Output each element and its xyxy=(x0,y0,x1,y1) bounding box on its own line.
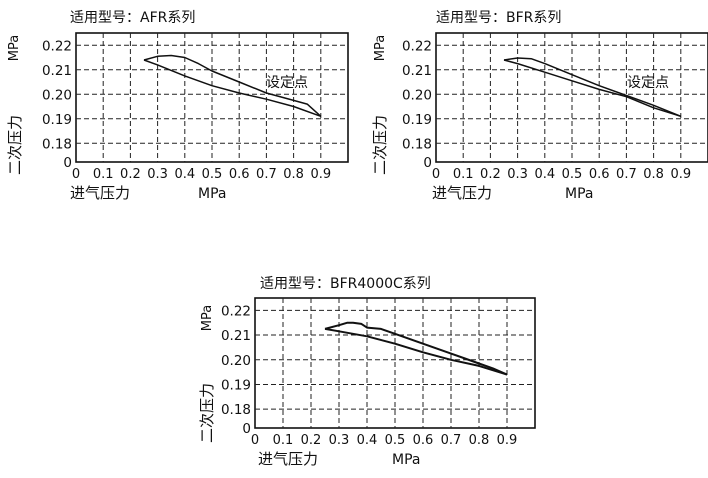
y-tick-label: 0 xyxy=(242,421,251,437)
y-axis-label: 二次压力 xyxy=(198,383,216,443)
y-tick-label: 0.22 xyxy=(42,38,72,54)
setpoint-annotation: 设定点 xyxy=(627,75,669,91)
x-tick-label: 0.5 xyxy=(385,433,406,448)
y-tick-label: 0.18 xyxy=(221,402,251,418)
y-tick-label: 0.22 xyxy=(221,303,251,319)
x-tick-label: 0.1 xyxy=(273,433,294,448)
y-tick-label: 0 xyxy=(423,155,432,171)
x-tick-label: 0.2 xyxy=(301,433,322,448)
chart-title: 适用型号：BFR系列 xyxy=(436,10,561,26)
x-tick-label: 0.7 xyxy=(441,433,462,448)
x-tick-label: 0.7 xyxy=(616,167,637,182)
curve-falling xyxy=(324,327,508,376)
x-tick-label: 0 xyxy=(432,167,440,182)
y-tick-label: 0.18 xyxy=(42,136,72,152)
x-tick-label: 0 xyxy=(72,167,80,182)
x-tick-label: 0.2 xyxy=(120,167,141,182)
x-tick-label: 0.6 xyxy=(229,167,250,182)
x-tick-label: 0.6 xyxy=(413,433,434,448)
y-tick-label: 0.20 xyxy=(221,353,251,369)
x-axis-label: 进气压力 xyxy=(432,184,492,202)
y-axis-unit: MPa xyxy=(200,305,215,331)
x-tick-label: 0.1 xyxy=(453,167,474,182)
x-axis-label: 进气压力 xyxy=(70,184,130,202)
x-tick-label: 0.4 xyxy=(357,433,378,448)
y-tick-label: 0.21 xyxy=(221,328,251,344)
x-tick-label: 0.4 xyxy=(534,167,555,182)
x-tick-label: 0.3 xyxy=(329,433,350,448)
x-tick-label: 0 xyxy=(251,433,259,448)
curve-rising xyxy=(143,54,322,117)
x-tick-label: 0.5 xyxy=(562,167,583,182)
chart-title: 适用型号：BFR4000C系列 xyxy=(260,276,431,292)
x-tick-label: 0.9 xyxy=(497,433,518,448)
x-tick-label: 0.9 xyxy=(310,167,331,182)
curve-rising xyxy=(503,57,682,117)
chart-title: 适用型号：AFR系列 xyxy=(70,10,195,26)
y-tick-label: 0.20 xyxy=(402,87,432,103)
x-tick-label: 0.6 xyxy=(589,167,610,182)
x-tick-label: 0.5 xyxy=(202,167,223,182)
y-tick-label: 0.19 xyxy=(42,112,72,128)
y-tick-label: 0.20 xyxy=(42,87,72,103)
y-axis-unit: MPa xyxy=(7,35,22,61)
y-tick-label: 0.22 xyxy=(402,38,432,54)
y-tick-label: 0 xyxy=(63,155,72,171)
x-tick-label: 0.3 xyxy=(507,167,528,182)
y-tick-label: 0.18 xyxy=(402,136,432,152)
x-axis-unit: MPa xyxy=(565,186,593,202)
y-tick-label: 0.21 xyxy=(42,63,72,79)
y-axis-label: 二次压力 xyxy=(6,115,24,175)
curve-rising xyxy=(324,321,508,376)
curve-falling xyxy=(143,59,322,118)
x-tick-label: 0.7 xyxy=(256,167,277,182)
x-tick-label: 0.1 xyxy=(93,167,114,182)
x-tick-label: 0.8 xyxy=(283,167,304,182)
x-tick-label: 0.3 xyxy=(147,167,168,182)
y-tick-label: 0.21 xyxy=(402,63,432,79)
x-tick-label: 0.8 xyxy=(643,167,664,182)
x-axis-unit: MPa xyxy=(392,452,420,468)
y-axis-label: 二次压力 xyxy=(371,115,389,175)
y-tick-label: 0.19 xyxy=(221,377,251,393)
x-tick-label: 0.8 xyxy=(469,433,490,448)
y-tick-label: 0.19 xyxy=(402,112,432,128)
x-tick-label: 0.9 xyxy=(670,167,691,182)
curve-falling xyxy=(503,59,682,118)
y-axis-unit: MPa xyxy=(373,35,388,61)
x-tick-label: 0.2 xyxy=(480,167,501,182)
setpoint-annotation: 设定点 xyxy=(266,75,308,91)
x-axis-label: 进气压力 xyxy=(258,450,318,468)
x-tick-label: 0.4 xyxy=(174,167,195,182)
x-axis-unit: MPa xyxy=(198,186,226,202)
